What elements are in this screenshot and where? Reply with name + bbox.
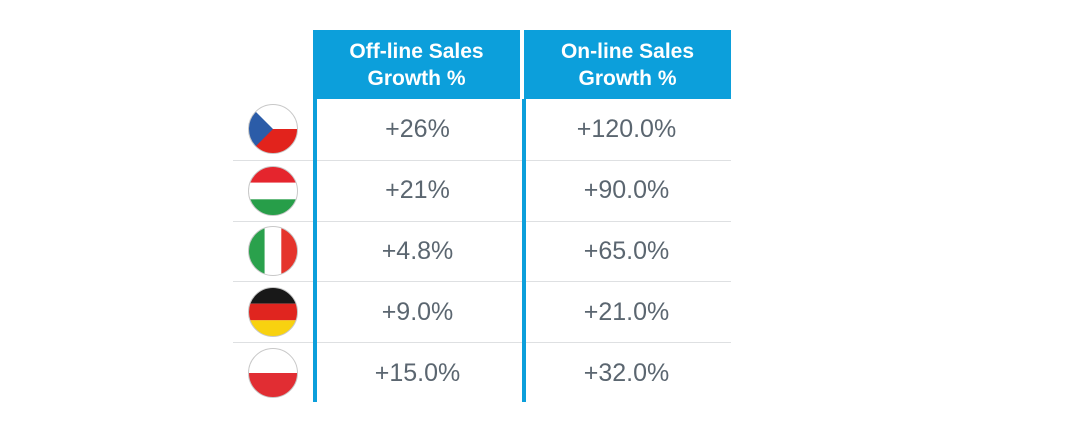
table-row: +21% +90.0% [233, 159, 731, 221]
online-value: +21.0% [583, 297, 670, 326]
hungary-flag-icon [248, 165, 298, 216]
czech-republic-flag-icon [248, 104, 298, 155]
online-value: +90.0% [583, 176, 670, 205]
flag-cell [233, 226, 313, 277]
table-row: +4.8% +65.0% [233, 220, 731, 282]
flag-cell [233, 287, 313, 338]
offline-value: +15.0% [374, 358, 461, 387]
online-sales-header-cell: On-line Sales Growth % [524, 30, 731, 99]
offline-value: +26% [385, 114, 450, 143]
column-divider-right [522, 99, 526, 402]
italy-flag-icon [248, 226, 298, 277]
sales-growth-table: Off-line Sales Growth % On-line Sales Gr… [233, 30, 731, 403]
flag-cell [233, 104, 313, 155]
germany-flag-icon [248, 287, 298, 338]
online-value: +32.0% [583, 358, 670, 387]
offline-value: +9.0% [381, 297, 454, 326]
table-row: +9.0% +21.0% [233, 281, 731, 342]
column-divider-left [313, 99, 317, 402]
online-header-line1: On-line Sales [560, 39, 695, 63]
offline-header-line2: Growth % [367, 66, 466, 90]
header-gap [520, 30, 524, 99]
flag-cell [233, 165, 313, 216]
table-row: +15.0% +32.0% [233, 342, 731, 403]
offline-value: +4.8% [381, 236, 454, 265]
flag-column-spacer [233, 30, 313, 99]
online-value: +65.0% [583, 236, 670, 265]
table-header-row: Off-line Sales Growth % On-line Sales Gr… [233, 30, 731, 99]
poland-flag-icon [248, 348, 298, 399]
offline-value: +21% [385, 176, 450, 205]
flag-cell [233, 348, 313, 399]
table-body: +26% +120.0% +21% [233, 99, 731, 403]
online-value: +120.0% [576, 114, 677, 143]
online-header-line2: Growth % [578, 66, 677, 90]
offline-sales-header-cell: Off-line Sales Growth % [313, 30, 520, 99]
table-row: +26% +120.0% [233, 99, 731, 160]
offline-header-line1: Off-line Sales [349, 39, 484, 63]
